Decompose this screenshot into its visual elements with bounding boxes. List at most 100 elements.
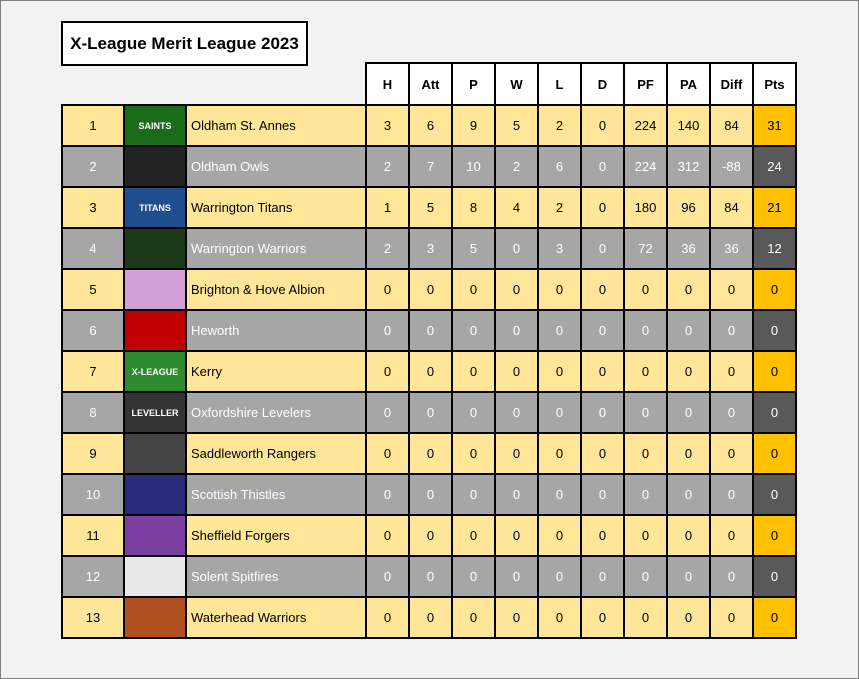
team-logo-cell (123, 227, 187, 270)
cell-pts: 0 (752, 473, 797, 516)
cell-pa: 0 (666, 350, 711, 393)
team-logo-cell: X-LEAGUE (123, 350, 187, 393)
row-position: 2 (61, 145, 125, 188)
cell-p: 0 (451, 596, 496, 639)
cell-att: 7 (408, 145, 453, 188)
cell-pf: 0 (623, 350, 668, 393)
cell-w: 0 (494, 350, 539, 393)
row-position: 4 (61, 227, 125, 270)
table-row: 12 Solent Spitfires 0 0 0 0 0 0 0 0 0 0 (61, 555, 797, 598)
table-row: 6 Heworth 0 0 0 0 0 0 0 0 0 0 (61, 309, 797, 352)
team-logo-cell (123, 596, 187, 639)
cell-p: 0 (451, 391, 496, 434)
cell-l: 2 (537, 104, 582, 147)
cell-pf: 0 (623, 473, 668, 516)
team-name: Warrington Warriors (185, 227, 367, 270)
cell-pf: 72 (623, 227, 668, 270)
cell-d: 0 (580, 309, 625, 352)
table-row: 5 Brighton & Hove Albion 0 0 0 0 0 0 0 0 0 0 (61, 268, 797, 311)
cell-w: 4 (494, 186, 539, 229)
header-att: Att (408, 62, 453, 106)
cell-att: 6 (408, 104, 453, 147)
row-position: 3 (61, 186, 125, 229)
cell-pf: 0 (623, 555, 668, 598)
cell-att: 0 (408, 391, 453, 434)
cell-pa: 140 (666, 104, 711, 147)
cell-w: 5 (494, 104, 539, 147)
cell-h: 0 (365, 391, 410, 434)
table-row: 7 X-LEAGUE Kerry 0 0 0 0 0 0 0 0 0 0 (61, 350, 797, 393)
cell-p: 0 (451, 473, 496, 516)
team-logo-cell: TITANS (123, 186, 187, 229)
team-logo: SAINTS (125, 106, 185, 145)
cell-w: 0 (494, 391, 539, 434)
table-row: 9 Saddleworth Rangers 0 0 0 0 0 0 0 0 0 0 (61, 432, 797, 475)
team-logo (125, 557, 185, 596)
cell-d: 0 (580, 555, 625, 598)
team-logo-cell: SAINTS (123, 104, 187, 147)
row-position: 10 (61, 473, 125, 516)
team-logo-cell: LEVELLER (123, 391, 187, 434)
cell-l: 0 (537, 432, 582, 475)
cell-pa: 0 (666, 268, 711, 311)
header-p: P (451, 62, 496, 106)
team-name: Brighton & Hove Albion (185, 268, 367, 311)
header-diff: Diff (709, 62, 754, 106)
cell-pts: 0 (752, 391, 797, 434)
cell-pa: 0 (666, 473, 711, 516)
cell-pf: 0 (623, 309, 668, 352)
team-name: Heworth (185, 309, 367, 352)
cell-pts: 0 (752, 268, 797, 311)
cell-p: 0 (451, 514, 496, 557)
cell-pa: 36 (666, 227, 711, 270)
cell-att: 0 (408, 514, 453, 557)
cell-pa: 0 (666, 391, 711, 434)
cell-h: 3 (365, 104, 410, 147)
cell-pf: 0 (623, 514, 668, 557)
team-name: Scottish Thistles (185, 473, 367, 516)
row-position: 8 (61, 391, 125, 434)
cell-l: 3 (537, 227, 582, 270)
cell-diff: 36 (709, 227, 754, 270)
cell-l: 0 (537, 309, 582, 352)
cell-h: 2 (365, 227, 410, 270)
team-logo-cell (123, 555, 187, 598)
team-logo (125, 229, 185, 268)
cell-d: 0 (580, 350, 625, 393)
cell-pts: 0 (752, 514, 797, 557)
cell-diff: 0 (709, 596, 754, 639)
cell-d: 0 (580, 391, 625, 434)
cell-diff: 0 (709, 391, 754, 434)
row-position: 12 (61, 555, 125, 598)
row-position: 6 (61, 309, 125, 352)
header-l: L (537, 62, 582, 106)
team-logo: X-LEAGUE (125, 352, 185, 391)
cell-w: 0 (494, 555, 539, 598)
cell-p: 0 (451, 555, 496, 598)
team-name: Sheffield Forgers (185, 514, 367, 557)
table-row: 11 Sheffield Forgers 0 0 0 0 0 0 0 0 0 0 (61, 514, 797, 557)
cell-att: 3 (408, 227, 453, 270)
cell-w: 0 (494, 473, 539, 516)
table-row: 2 Oldham Owls 2 7 10 2 6 0 224 312 -88 24 (61, 145, 797, 188)
cell-pa: 96 (666, 186, 711, 229)
row-position: 5 (61, 268, 125, 311)
header-pts: Pts (752, 62, 797, 106)
team-logo (125, 311, 185, 350)
cell-l: 0 (537, 514, 582, 557)
row-position: 13 (61, 596, 125, 639)
table-row: 8 LEVELLER Oxfordshire Levelers 0 0 0 0 0 0 0 0 0 0 (61, 391, 797, 434)
cell-l: 6 (537, 145, 582, 188)
cell-d: 0 (580, 473, 625, 516)
table-row: 13 Waterhead Warriors 0 0 0 0 0 0 0 0 0 0 (61, 596, 797, 639)
cell-diff: -88 (709, 145, 754, 188)
team-logo (125, 270, 185, 309)
header-row: H Att P W L D PF PA Diff Pts (62, 62, 797, 106)
cell-l: 0 (537, 596, 582, 639)
team-logo (125, 434, 185, 473)
cell-p: 10 (451, 145, 496, 188)
cell-d: 0 (580, 145, 625, 188)
row-position: 9 (61, 432, 125, 475)
cell-w: 0 (494, 309, 539, 352)
team-logo (125, 598, 185, 637)
